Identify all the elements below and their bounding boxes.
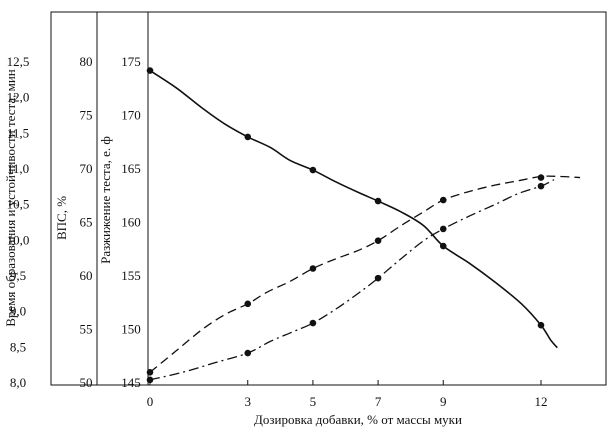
time-tick-label: 9,5: [10, 268, 26, 283]
razh-tick-label: 165: [121, 161, 141, 176]
series-2-point: [244, 300, 252, 308]
plot-frame: [50, 11, 607, 386]
series-2-line: [149, 175, 581, 373]
razh-axis-ticks: 145 150 155 160 165 170 175: [121, 54, 141, 390]
series-1-line: [149, 69, 558, 349]
time-tick-label: 12,5: [7, 54, 30, 69]
vps-tick-label: 60: [80, 268, 93, 283]
series-3-point: [374, 274, 382, 282]
time-tick-label: 8,5: [10, 339, 26, 354]
razh-tick-label: 145: [121, 375, 141, 390]
series-1-point: [244, 133, 252, 141]
series-1-point: [309, 166, 317, 174]
x-tick-label: 12: [535, 394, 548, 409]
series-3-point: [146, 376, 154, 384]
series-1-point: [146, 67, 154, 74]
series-1-point: [537, 321, 545, 329]
razh-tick-label: 160: [121, 215, 141, 230]
series-3-line: [149, 179, 555, 381]
razh-tick-label: 150: [121, 322, 141, 337]
series-2-point: [309, 265, 317, 272]
x-tick-label: 0: [147, 394, 154, 409]
x-axis-ticks: 0 3 5 7 9 12: [147, 380, 548, 409]
razh-tick-label: 175: [121, 54, 141, 69]
vps-tick-label: 75: [80, 108, 93, 123]
series-3-point: [537, 182, 545, 190]
series-2-point: [537, 174, 545, 181]
series-3-point: [244, 349, 252, 357]
vps-tick-label: 65: [80, 215, 93, 230]
vps-tick-label: 50: [80, 375, 93, 390]
time-axis-label: Время образования и устойчивости теста, …: [3, 69, 18, 327]
time-axis-ticks: 8,0 8,5 9,0 9,5 10,0 10,5 11,0 11,5 12,0 12,5: [7, 54, 30, 390]
razh-axis-label: Разжижение теста, е. ф: [98, 136, 113, 264]
time-tick-label: 11,0: [7, 161, 29, 176]
time-tick-label: 8,0: [10, 375, 26, 390]
vps-axis-label: ВПС, %: [54, 196, 69, 240]
series-2-point: [439, 196, 447, 204]
vps-tick-label: 55: [80, 322, 93, 337]
time-tick-label: 10,0: [7, 232, 30, 247]
razh-tick-label: 170: [121, 108, 141, 123]
vps-axis-ticks: 50 55 60 65 70 75 80: [80, 54, 93, 390]
series-layer: [146, 67, 581, 384]
series-3-point: [309, 319, 317, 327]
time-tick-label: 9,0: [10, 304, 26, 319]
time-tick-label: 10,5: [7, 197, 30, 212]
x-axis-label: Дозировка добавки, % от массы муки: [254, 412, 462, 427]
time-tick-label: 11,5: [7, 125, 29, 140]
series-2-point: [146, 369, 154, 376]
vps-tick-label: 80: [80, 54, 93, 69]
series-1-point: [374, 197, 382, 205]
series-3-point: [439, 225, 447, 233]
vps-tick-label: 70: [80, 161, 93, 176]
x-tick-label: 3: [245, 394, 252, 409]
series-2-point: [374, 237, 382, 244]
x-tick-label: 9: [440, 394, 447, 409]
x-tick-label: 7: [375, 394, 382, 409]
series-1-point: [439, 242, 447, 250]
x-tick-label: 5: [310, 394, 317, 409]
time-tick-label: 12,0: [7, 90, 30, 105]
razh-tick-label: 155: [121, 268, 141, 283]
